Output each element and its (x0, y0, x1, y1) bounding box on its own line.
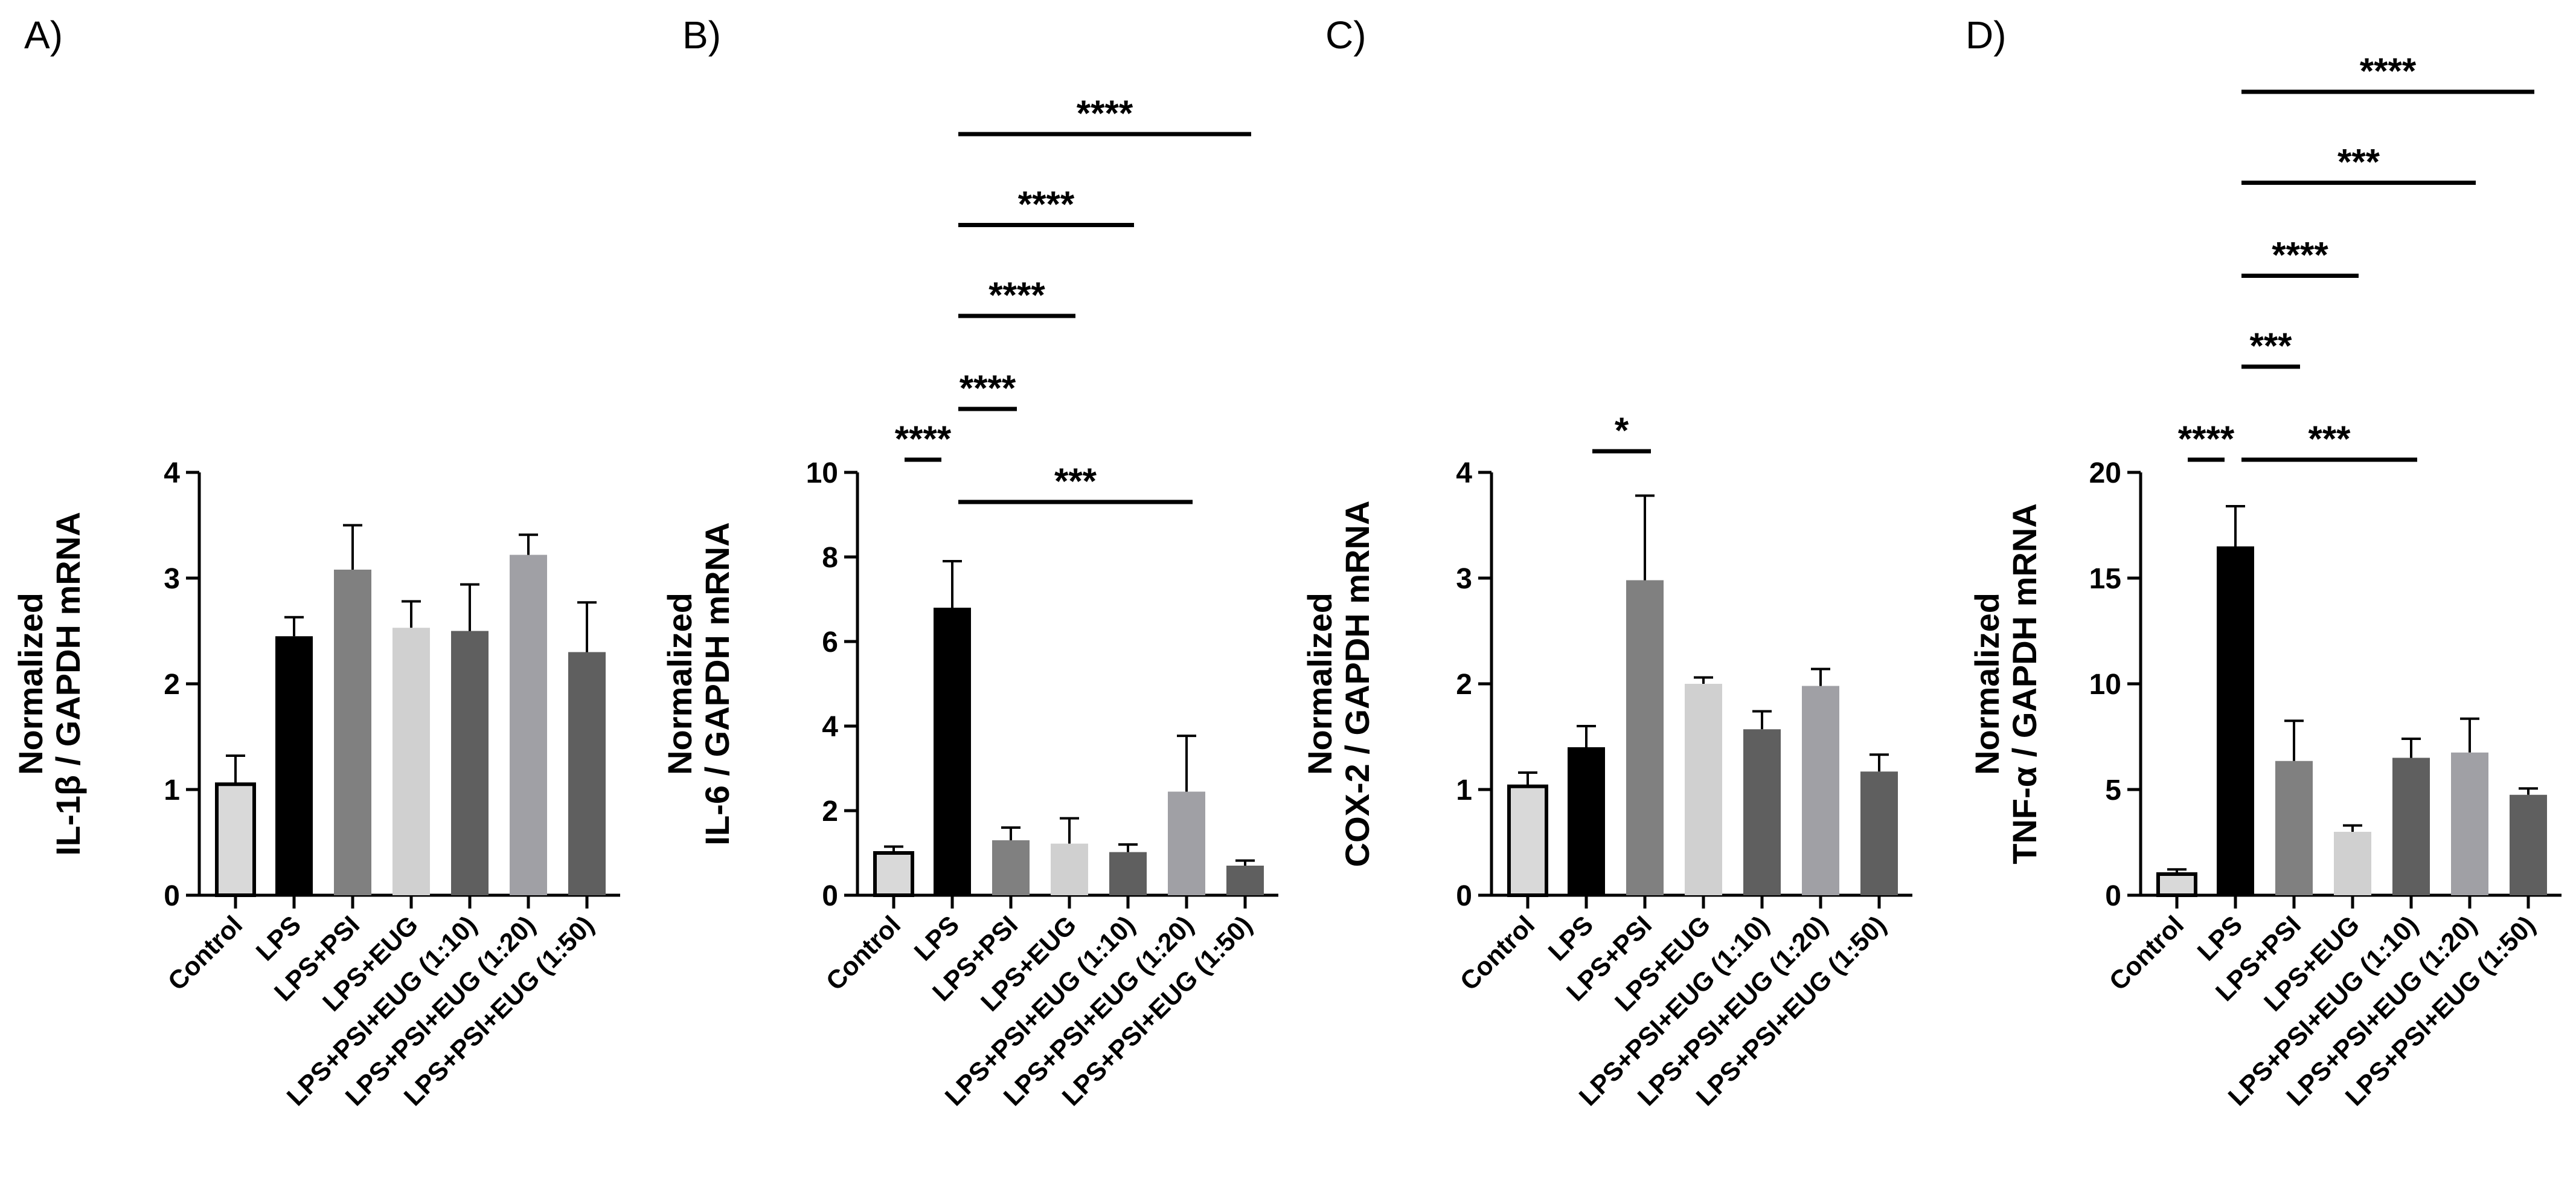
bar[interactable] (1051, 843, 1088, 895)
significance-label: **** (960, 368, 1016, 408)
significance-label: **** (895, 419, 952, 459)
bar[interactable] (510, 555, 547, 896)
panel-b: B) Normalized IL-6 / GAPDH mRNA 0 2 4 6 8 10 Cont… (661, 13, 1278, 1111)
bar[interactable] (568, 652, 606, 896)
significance-label: **** (2272, 235, 2328, 275)
panel-label: B) (682, 13, 721, 57)
bar[interactable] (1626, 580, 1664, 896)
significance-label: *** (1054, 461, 1097, 501)
bar[interactable] (873, 851, 914, 897)
y-axis-label-1: Normalized (1301, 593, 1339, 775)
bar[interactable] (2334, 832, 2371, 895)
y-axis-label-1: Normalized (11, 593, 50, 775)
panel-c: C) Normalized COX-2 / GAPDH mRNA 0 1 2 3 4 Contr… (1301, 13, 1912, 1111)
y-tick-label: 0 (822, 880, 838, 912)
significance-label: *** (2308, 419, 2351, 459)
x-tick-label: Control (821, 910, 906, 996)
y-axis-label-2: TNF-α / GAPDH mRNA (2005, 503, 2043, 864)
y-tick-label: 3 (164, 563, 180, 595)
y-tick-label: 4 (822, 711, 838, 743)
bar[interactable] (1226, 866, 1264, 895)
significance-label: **** (2178, 419, 2235, 459)
bar[interactable] (1685, 684, 1722, 895)
panel-label: D) (1966, 13, 2007, 57)
bar[interactable] (1568, 747, 1605, 895)
bar[interactable] (2156, 872, 2197, 897)
bar[interactable] (392, 628, 430, 895)
panel-label: A) (24, 13, 63, 57)
significance-label: **** (1018, 184, 1075, 225)
significance-label: **** (2360, 51, 2417, 91)
y-tick-label: 2 (1456, 669, 1472, 701)
bar[interactable] (215, 782, 256, 897)
x-tick-label: Control (162, 910, 248, 996)
y-tick-label: 4 (164, 457, 180, 489)
y-tick-label: 1 (164, 774, 180, 806)
bar[interactable] (275, 636, 313, 895)
y-axis-label-1: Normalized (1968, 593, 2006, 775)
y-tick-label: 2 (822, 796, 838, 828)
y-axis-label-2: IL-6 / GAPDH mRNA (698, 522, 736, 845)
significance-label: **** (988, 275, 1045, 315)
y-tick-label: 4 (1456, 457, 1472, 489)
bar[interactable] (2392, 758, 2430, 896)
panel-d: D) Normalized TNF-α / GAPDH mRNA 0 5 10 15 20 Co… (1966, 13, 2562, 1111)
y-axis-label-2: IL-1β / GAPDH mRNA (49, 512, 87, 855)
significance-label: *** (2337, 142, 2380, 182)
panel-a: A) Normalized IL-1β / GAPDH mRNA 0 1 2 3 4 Contr… (11, 13, 620, 1111)
y-tick-label: 15 (2089, 563, 2121, 595)
bar[interactable] (451, 631, 489, 896)
y-tick-label: 8 (822, 542, 838, 574)
y-axis-label-2: COX-2 / GAPDH mRNA (1338, 501, 1376, 867)
y-axis-label-1: Normalized (661, 593, 699, 775)
y-tick-label: 2 (164, 669, 180, 701)
y-tick-label: 1 (1456, 774, 1472, 806)
y-tick-label: 0 (164, 880, 180, 912)
bar[interactable] (2275, 761, 2313, 895)
bar[interactable] (334, 570, 371, 895)
y-tick-label: 20 (2089, 457, 2121, 489)
bar[interactable] (1860, 771, 1898, 895)
bar[interactable] (992, 840, 1030, 895)
bar[interactable] (1743, 729, 1781, 895)
x-tick-label: Control (2104, 910, 2190, 996)
y-tick-label: 6 (822, 626, 838, 658)
bar[interactable] (1168, 791, 1205, 896)
y-tick-label: 0 (2105, 880, 2121, 912)
bar[interactable] (1109, 852, 1147, 895)
significance-label: **** (1077, 93, 1133, 133)
y-tick-label: 5 (2105, 774, 2121, 806)
bar[interactable] (1802, 686, 1839, 896)
bar[interactable] (2451, 752, 2488, 895)
significance-label: * (1615, 410, 1629, 451)
y-tick-label: 10 (806, 457, 838, 489)
significance-label: *** (2249, 326, 2292, 366)
y-tick-label: 10 (2089, 669, 2121, 701)
x-tick-label: Control (1455, 910, 1540, 996)
bar[interactable] (934, 608, 971, 895)
y-tick-label: 0 (1456, 880, 1472, 912)
panel-label: C) (1325, 13, 1366, 57)
y-tick-label: 3 (1456, 563, 1472, 595)
bar[interactable] (1507, 784, 1548, 897)
bar[interactable] (2217, 546, 2254, 896)
bar[interactable] (2510, 794, 2547, 895)
